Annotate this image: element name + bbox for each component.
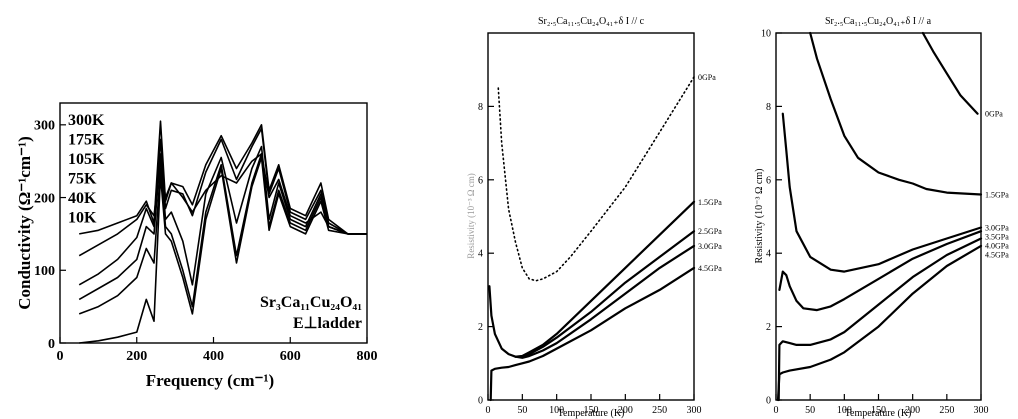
- conductivity-x-tick-label: 400: [203, 349, 224, 364]
- resistivity-a-x-label: Temperature (K): [845, 408, 912, 419]
- resistivity-c-y-tick-label: 8: [478, 102, 483, 113]
- series-line-10k: [79, 156, 367, 344]
- resistivity-a-x-tick-label: 250: [939, 405, 954, 416]
- conductivity-y-label: Conductivity (Ω⁻¹cm⁻¹): [15, 136, 34, 310]
- series-line-105k: [78, 127, 367, 286]
- resistivity-c-y-label: Resistivity (10⁻³ Ω cm): [466, 173, 476, 258]
- conductivity-y-ticks: 0 100 200 300: [34, 119, 66, 352]
- legend-entry-105k: 105K: [68, 151, 105, 168]
- resistivity-c-x-tick-label: 0: [486, 405, 491, 416]
- pressure-label: 4.0GPa: [985, 242, 1009, 251]
- resistivity-c-panel: 0 50 100 150 200 250 300 0 2 4 6 8 0GPa 1.5GPa 2.5GP…: [466, 16, 722, 419]
- resistivity-c-title: Sr₂.₅Ca₁₁.₅Cu₂₄O₄₁₊δ I // c: [538, 16, 645, 27]
- resistivity-c-series: [488, 76, 696, 402]
- resistivity-a-x-tick-label: 150: [871, 405, 886, 416]
- resistivity-a-x-tick-label: 300: [974, 405, 989, 416]
- resistivity-c-x-tick-label: 200: [618, 405, 633, 416]
- conductivity-x-ticks: 0 200 400 600 800: [57, 337, 378, 364]
- resistivity-c-x-tick-label: 250: [652, 405, 667, 416]
- series-line-3.5gpa: [778, 230, 983, 312]
- resistivity-a-x-tick-label: 0: [774, 405, 779, 416]
- resistivity-a-x-ticks: 0 50 100 150 200 250 300: [774, 394, 989, 416]
- resistivity-a-y-tick-label: 6: [766, 175, 771, 186]
- resistivity-c-x-tick-label: 150: [584, 405, 599, 416]
- pressure-label: 1.5GPa: [698, 198, 722, 207]
- legend-entry-175k: 175K: [68, 132, 105, 149]
- conductivity-y-tick-label: 200: [34, 191, 55, 206]
- resistivity-c-y-tick-label: 6: [478, 175, 483, 186]
- resistivity-a-panel: 0 50 100 150 200 250 300 0 2 4 6 8 10 0GPa 1.5GPa 3.0…: [754, 16, 1009, 419]
- series-line-75k: [78, 145, 367, 301]
- resistivity-a-y-tick-label: 10: [761, 29, 771, 40]
- conductivity-y-tick-label: 100: [34, 264, 55, 279]
- legend-entry-10k: 10K: [68, 210, 97, 227]
- conductivity-x-label: Frequency (cm⁻¹): [146, 371, 274, 390]
- resistivity-c-pressure-labels: 0GPa 1.5GPa 2.5GPa 3.0GPa 4.5GPa: [698, 73, 722, 273]
- resistivity-c-y-tick-label: 2: [478, 322, 483, 333]
- series-line-1.5gpa: [488, 200, 696, 358]
- resistivity-c-plot-frame: [487, 32, 695, 401]
- conductivity-legend: 300K 175K 105K 75K 40K 10K: [68, 112, 105, 227]
- resistivity-a-y-label: Resistivity (10⁻³ Ω cm): [754, 169, 765, 264]
- pressure-label: 3.5GPa: [985, 233, 1009, 242]
- pressure-label: 0GPa: [985, 110, 1003, 119]
- conductivity-x-tick-label: 800: [357, 349, 378, 364]
- series-line-4.0gpa: [777, 237, 983, 402]
- resistivity-c-y-tick-label: 0: [478, 396, 483, 407]
- series-line-0gpa: [497, 76, 695, 282]
- series-line-0gpa: [921, 31, 979, 115]
- resistivity-a-y-tick-label: 0: [766, 396, 771, 407]
- pressure-label: 4.5GPa: [698, 264, 722, 273]
- resistivity-a-title: Sr₂.₅Ca₁₁.₅Cu₂₄O₄₁₊δ I // a: [825, 16, 932, 27]
- pressure-label: 4.5GPa: [985, 251, 1009, 260]
- series-line-2.5gpa: [514, 230, 696, 358]
- resistivity-a-y-tick-label: 2: [766, 322, 771, 333]
- resistivity-c-x-label: Temperature (K): [558, 408, 625, 419]
- series-line-4.5gpa: [776, 244, 983, 402]
- polarization-label: E⊥ladder: [293, 315, 362, 332]
- resistivity-a-series: [776, 31, 983, 402]
- resistivity-c-y-ticks: 0 2 4 6 8: [478, 102, 494, 407]
- resistivity-c-x-tick-label: 50: [517, 405, 527, 416]
- pressure-label: 3.0GPa: [985, 224, 1009, 233]
- conductivity-series: [78, 120, 367, 344]
- resistivity-a-y-tick-label: 8: [766, 102, 771, 113]
- conductivity-x-tick-label: 200: [126, 349, 147, 364]
- legend-entry-40k: 40K: [68, 190, 97, 207]
- resistivity-c-x-ticks: 0 50 100 150 200 250 300: [486, 394, 702, 416]
- resistivity-c-x-tick-label: 100: [549, 405, 564, 416]
- conductivity-x-tick-label: 0: [57, 349, 64, 364]
- resistivity-a-x-tick-label: 200: [905, 405, 920, 416]
- series-line-40k: [78, 153, 367, 315]
- conductivity-x-tick-label: 600: [280, 349, 301, 364]
- resistivity-a-y-tick-label: 4: [766, 249, 771, 260]
- resistivity-a-x-tick-label: 50: [805, 405, 815, 416]
- resistivity-a-y-ticks: 0 2 4 6 8 10: [761, 29, 782, 407]
- pressure-label: 3.0GPa: [698, 242, 722, 251]
- resistivity-a-x-tick-label: 100: [837, 405, 852, 416]
- series-line-3.0gpa: [781, 112, 983, 273]
- legend-entry-300k: 300K: [68, 112, 105, 129]
- conductivity-y-tick-label: 300: [34, 119, 55, 134]
- series-line-1.5gpa: [809, 31, 983, 196]
- conductivity-y-tick-label: 0: [48, 337, 55, 352]
- resistivity-c-x-tick-label: 300: [687, 405, 702, 416]
- resistivity-c-y-tick-label: 4: [478, 249, 483, 260]
- series-line-4.5gpa: [489, 266, 696, 402]
- pressure-label: 1.5GPa: [985, 190, 1009, 199]
- legend-entry-75k: 75K: [68, 171, 97, 188]
- sample-formula-label: Sr₃Ca₁₁Cu₂₄O₄₁: [260, 294, 362, 311]
- pressure-label: 0GPa: [698, 73, 716, 82]
- series-line-3.0gpa: [514, 244, 696, 359]
- pressure-label: 2.5GPa: [698, 227, 722, 236]
- series-line-175k: [79, 120, 367, 235]
- conductivity-panel: 0 200 400 600 800 0 100 200 300 Frequency (cm⁻¹…: [15, 102, 378, 390]
